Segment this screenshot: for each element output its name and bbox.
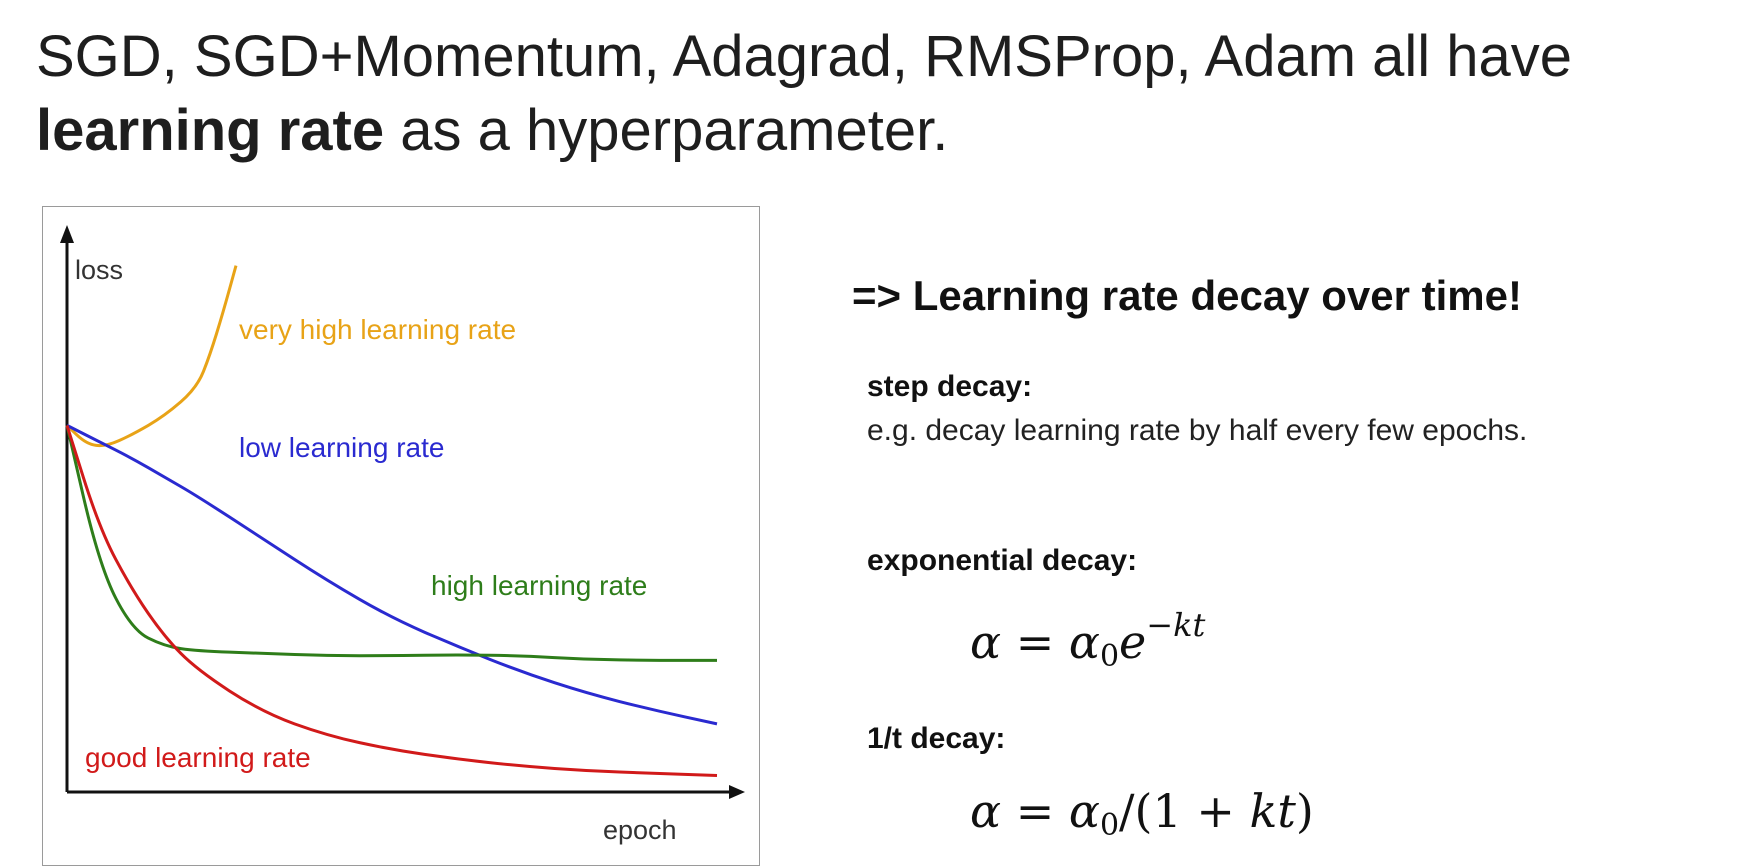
title-rest: as a hyperparameter. (384, 98, 949, 163)
decay-heading: => Learning rate decay over time! (852, 272, 1522, 319)
series-label-low-learning-rate: low learning rate (239, 432, 444, 463)
y-axis-label: loss (75, 255, 123, 285)
slide-title: SGD, SGD+Momentum, Adagrad, RMSProp, Ada… (36, 20, 1736, 168)
y-axis-arrow (60, 225, 74, 243)
series-line-good-learning-rate (65, 424, 718, 778)
loss-chart: loss epoch very high learning rate low lear… (42, 206, 760, 866)
title-bold: learning rate (36, 98, 385, 163)
loss-chart-svg: loss epoch very high learning rate low lear… (60, 225, 745, 845)
title-line-2: learning rate as a hyperparameter. (36, 94, 1736, 168)
series-label-high-learning-rate: high learning rate (431, 570, 647, 601)
inv-decay-formula: α = α0/(1 + kt) (970, 784, 1314, 843)
step-decay-title: step decay: (867, 370, 1033, 403)
x-axis-label: epoch (603, 815, 677, 845)
exp-decay-formula: α = α0e−kt (970, 606, 1206, 674)
series-line-low-learning-rate (66, 424, 718, 726)
series-line-high-learning-rate (65, 425, 717, 662)
title-line-1: SGD, SGD+Momentum, Adagrad, RMSProp, Ada… (36, 24, 1573, 89)
exp-decay-title: exponential decay: (867, 544, 1138, 577)
inv-decay-title: 1/t decay: (867, 722, 1006, 755)
series-line-very-high-learning-rate (65, 265, 238, 448)
x-axis-arrow (729, 785, 745, 799)
step-decay-text: e.g. decay learning rate by half every f… (867, 414, 1528, 447)
series-label-very-high-learning-rate: very high learning rate (239, 314, 516, 345)
series-label-good-learning-rate: good learning rate (85, 742, 311, 773)
